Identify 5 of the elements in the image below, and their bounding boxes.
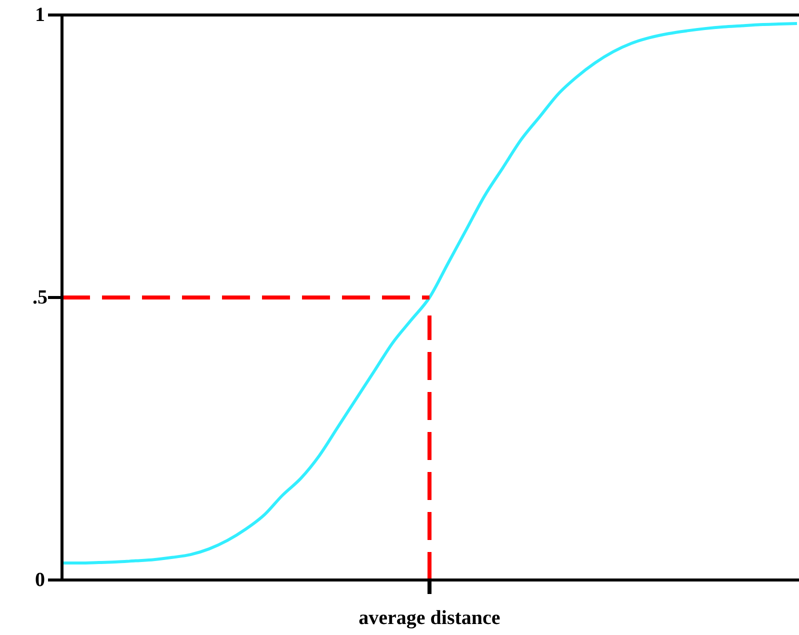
y-tick-label: .5 bbox=[32, 286, 48, 308]
y-tick-label: 0 bbox=[35, 569, 45, 591]
line-series bbox=[60, 22, 798, 565]
x-tick-label: average distance bbox=[358, 607, 500, 629]
y-tick-label: 1 bbox=[35, 4, 45, 26]
